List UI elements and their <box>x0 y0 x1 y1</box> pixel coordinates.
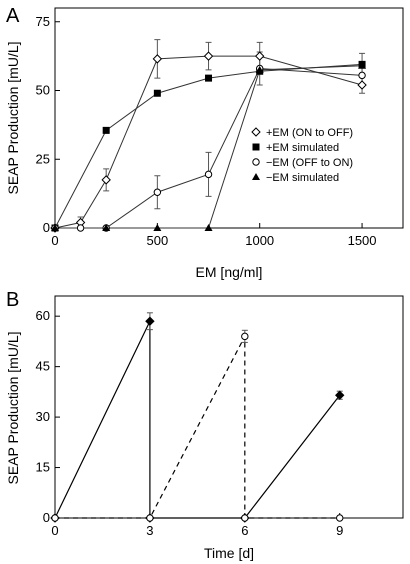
a-legend-marker-0 <box>251 127 261 137</box>
b-series-1-point <box>336 514 344 522</box>
b-series-0-point <box>335 390 345 400</box>
panel-a-legend: +EM (ON to OFF) +EM simulated −EM (OFF to … <box>251 127 353 184</box>
a-series-2-point-shape <box>76 224 85 232</box>
a-series-0-point-shape <box>203 51 214 61</box>
b-series-0-point <box>145 316 155 326</box>
panel-b-label: B <box>6 289 19 311</box>
a-xtick-label: 1000 <box>245 233 274 248</box>
a-legend-marker-2-shape <box>252 158 260 166</box>
a-ytick-label: 25 <box>36 151 50 166</box>
b-ytick-label: 15 <box>36 460 50 475</box>
a-series-2-point-shape <box>204 170 213 179</box>
b-xtick-label: 6 <box>241 523 248 538</box>
b-series-1-line <box>55 336 340 519</box>
b-series-1-point-shape <box>146 514 154 522</box>
a-legend-marker-1 <box>252 143 260 151</box>
a-series-3-point <box>51 224 59 231</box>
b-series-0-line <box>54 320 341 519</box>
a-legend-marker-1-shape <box>252 143 260 151</box>
a-series-3-point-shape <box>358 61 367 69</box>
a-series-2-point-shape <box>358 71 366 80</box>
a-series-3-point <box>255 65 264 73</box>
panel-b-ylabel: SEAP Production [mU/L] <box>5 331 21 484</box>
b-series-0-point-shape <box>335 390 345 400</box>
a-series-3-point-shape <box>102 224 111 231</box>
a-series-1-point <box>205 74 213 82</box>
a-series-2-point <box>153 188 162 196</box>
a-ytick-label: 75 <box>36 14 50 29</box>
a-series-0-point <box>357 80 367 90</box>
a-series-0-point-shape <box>254 51 265 61</box>
a-series-3-point <box>153 224 162 231</box>
a-series-3-point <box>102 224 111 231</box>
b-series-1-point <box>146 514 154 522</box>
b-ytick-label: 30 <box>36 409 50 424</box>
a-legend-entry-1: +EM simulated <box>266 142 339 154</box>
a-series-0-point-shape <box>152 54 163 64</box>
a-ytick-label: 50 <box>36 83 50 98</box>
b-ytick-label: 45 <box>36 359 50 374</box>
panel-a-label: A <box>6 5 20 27</box>
a-series-1-point-shape <box>102 126 110 134</box>
b-xtick-label: 3 <box>146 523 153 538</box>
a-legend-marker-0-shape <box>251 127 261 137</box>
panel-b: B Time [d] SEAP Production [mU/L] 0 3 6 9 0 1… <box>5 289 404 561</box>
a-series-3-point-shape <box>51 224 59 231</box>
a-xtick-label: 500 <box>147 233 169 248</box>
a-legend-marker-2 <box>252 158 260 166</box>
a-legend-entry-3: −EM simulated <box>266 172 339 184</box>
a-legend-marker-3 <box>252 173 260 180</box>
a-series-1-point-shape <box>205 74 213 82</box>
a-xtick-label: 1500 <box>348 233 377 248</box>
b-series-1-point <box>51 514 59 522</box>
a-series-0-point-shape <box>357 80 367 90</box>
panel-b-frame <box>54 295 404 519</box>
a-series-3-line <box>55 65 363 229</box>
b-series-0-point-shape <box>145 316 155 326</box>
a-series-2-point <box>76 224 85 232</box>
a-series-0-point <box>254 51 265 61</box>
b-ytick-label: 0 <box>43 510 50 525</box>
a-series-3-point <box>204 224 213 231</box>
a-series-0-point <box>101 175 111 185</box>
a-series-0-point-shape <box>101 175 111 185</box>
a-series-2-point-shape <box>153 188 162 196</box>
panel-a-ylabel: SEAP Production [mU/L] <box>5 41 21 194</box>
a-series-3-point-shape <box>153 224 162 231</box>
a-series-0-point <box>203 51 214 61</box>
a-series-1-point <box>153 89 161 97</box>
b-xtick-label: 9 <box>336 523 343 538</box>
b-series-1-point-shape <box>241 332 249 341</box>
a-series-2-point <box>204 170 213 179</box>
a-series-1-point-shape <box>153 89 161 97</box>
b-xtick-label: 0 <box>51 523 58 538</box>
panel-a-xlabel: EM [ng/ml] <box>196 264 263 280</box>
a-series-3-point-shape <box>204 224 213 231</box>
a-xtick-label: 0 <box>51 233 58 248</box>
b-ytick-label: 60 <box>36 308 50 323</box>
panel-a-frame <box>54 7 404 229</box>
a-ytick-label: 0 <box>43 220 50 235</box>
a-legend-entry-2: −EM (OFF to ON) <box>266 157 353 169</box>
a-series-0-point <box>152 54 163 64</box>
a-series-1-point <box>102 126 110 134</box>
a-legend-marker-3-shape <box>252 173 260 180</box>
panel-b-xlabel: Time [d] <box>204 545 254 561</box>
a-series-3-point <box>358 61 367 69</box>
a-series-3-point-shape <box>255 65 264 73</box>
b-series-1-point <box>241 332 249 341</box>
panel-a: A EM [ng/ml] SEAP Production [mU/L] 0 500… <box>5 5 404 280</box>
b-series-1-point-shape <box>51 514 59 522</box>
a-series-2-point <box>358 71 366 80</box>
b-series-1-point <box>241 514 249 522</box>
a-legend-entry-0: +EM (ON to OFF) <box>266 127 353 139</box>
b-series-1-point-shape <box>241 514 249 522</box>
b-series-1-point-shape <box>336 514 344 522</box>
